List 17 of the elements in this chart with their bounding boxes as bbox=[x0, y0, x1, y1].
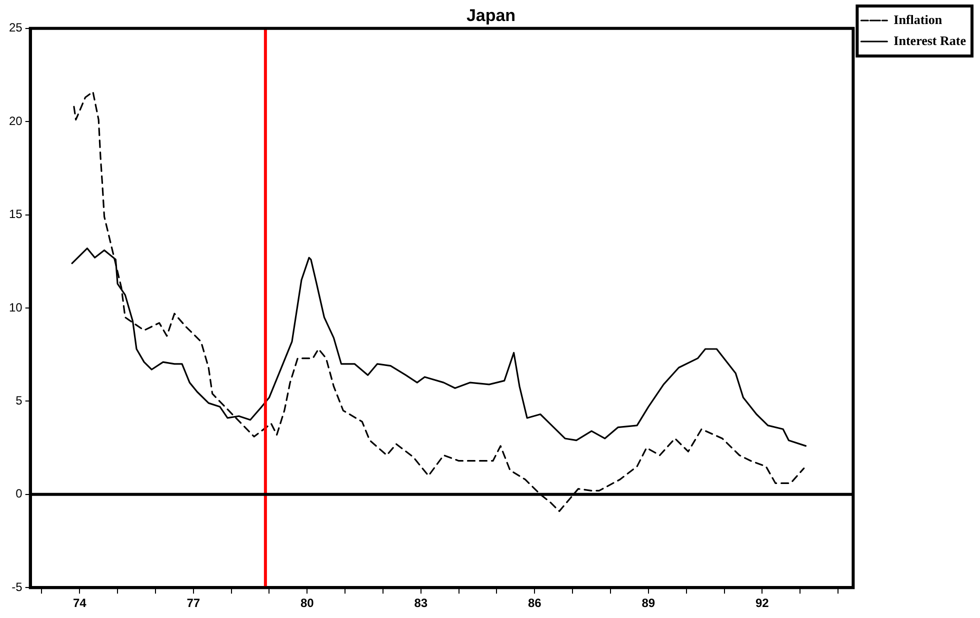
x-tick-label: 80 bbox=[300, 596, 314, 610]
x-tick-label: 83 bbox=[414, 596, 428, 610]
chart-title: Japan bbox=[466, 6, 516, 25]
x-tick-label: 74 bbox=[72, 596, 87, 610]
y-tick-label: 0 bbox=[16, 486, 23, 501]
x-tick-label: 89 bbox=[642, 596, 656, 610]
y-tick-label: 15 bbox=[8, 207, 23, 222]
x-tick-label: 77 bbox=[186, 596, 200, 610]
legend-label: Inflation bbox=[894, 12, 943, 27]
y-tick-label: -5 bbox=[12, 580, 23, 594]
y-tick-label: 20 bbox=[8, 114, 23, 128]
x-tick-label: 92 bbox=[755, 596, 770, 610]
y-tick-label: 5 bbox=[16, 394, 23, 408]
y-tick-label: 25 bbox=[8, 20, 23, 35]
y-tick-label: 10 bbox=[8, 300, 23, 314]
x-tick-label: 86 bbox=[528, 596, 542, 610]
legend-label: Interest Rate bbox=[894, 32, 966, 48]
